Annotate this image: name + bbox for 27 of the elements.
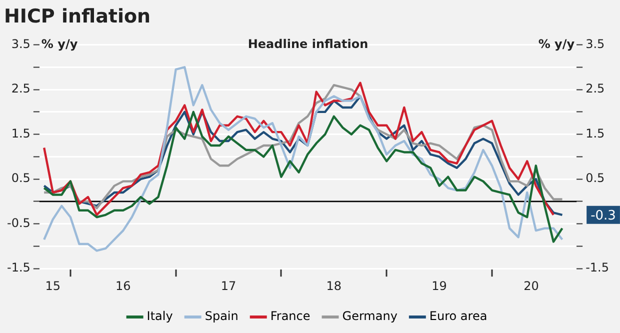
- y-tick-label: -0.5: [6, 216, 30, 230]
- x-tick-label: 15: [45, 278, 61, 293]
- y-tick-label: 1.5: [11, 126, 30, 140]
- legend-label: Germany: [342, 309, 398, 324]
- y2-axis-title: % y/y: [538, 36, 575, 51]
- y2-tick-label: 0.5: [586, 171, 605, 186]
- y2-tick-label: 1.5: [586, 126, 605, 140]
- legend-label: Euro area: [429, 309, 488, 324]
- annotation: -0.3: [590, 208, 616, 224]
- x-tick-label: 16: [115, 278, 131, 293]
- x-tick-label: 18: [326, 278, 342, 293]
- y-tick-label: 0.5: [11, 171, 30, 186]
- chart-title: HICP inflation: [4, 5, 151, 28]
- legend-label: France: [270, 309, 310, 324]
- legend-label: Italy: [146, 309, 173, 324]
- y-tick-label: 3.5: [11, 36, 30, 51]
- legend-label: Spain: [204, 309, 238, 324]
- y2-tick-label: 2.5: [586, 82, 605, 96]
- x-tick-label: 19: [432, 278, 447, 293]
- x-tick-label: 17: [220, 278, 236, 293]
- y-axis-title: % y/y: [41, 36, 78, 51]
- y-tick-label: 2.5: [11, 82, 30, 96]
- x-tick-label: 20: [524, 278, 539, 293]
- y-tick-label: -1.5: [6, 260, 30, 275]
- y2-tick-label: 3.5: [586, 36, 605, 51]
- y2-tick-label: -1.5: [586, 260, 610, 275]
- chart-subtitle: Headline inflation: [248, 36, 368, 51]
